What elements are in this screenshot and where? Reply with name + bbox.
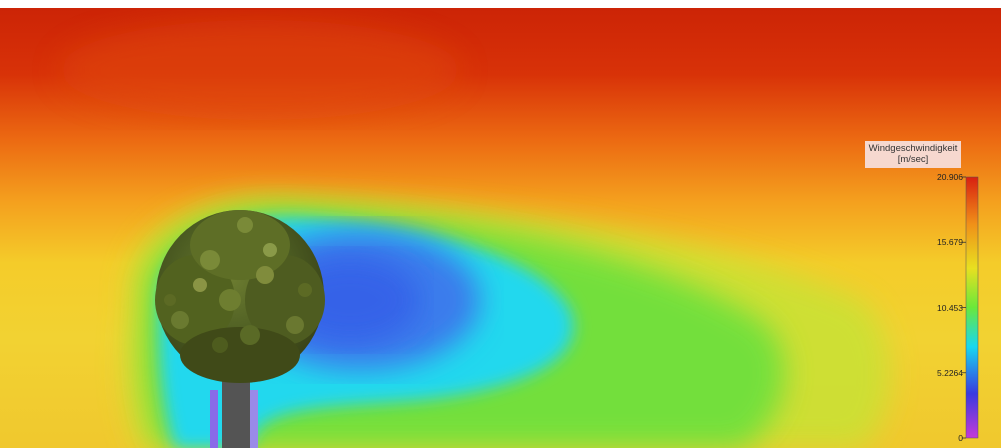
purple-streak-right bbox=[250, 390, 258, 448]
legend-title: Windgeschwindigkeit bbox=[868, 143, 958, 154]
tree-canopy bbox=[155, 210, 325, 383]
upper-dip bbox=[60, 20, 460, 120]
legend-tick-marks bbox=[962, 176, 966, 439]
legend-tick-label-0: 20.906 bbox=[937, 172, 963, 182]
purple-streak-left bbox=[210, 390, 218, 448]
legend-tick-label-1: 15.679 bbox=[937, 237, 963, 248]
legend-unit: [m/sec] bbox=[897, 154, 929, 165]
legend-tick-label-2: 10.453 bbox=[937, 302, 963, 313]
legend-tick-label-3: 5.2264 bbox=[937, 367, 963, 378]
legend-tick-label-4: 0 bbox=[958, 433, 963, 443]
legend-colorbar bbox=[965, 176, 979, 439]
tree-trunk bbox=[222, 370, 250, 448]
top-margin bbox=[0, 0, 1001, 8]
legend-title-box bbox=[865, 141, 961, 168]
